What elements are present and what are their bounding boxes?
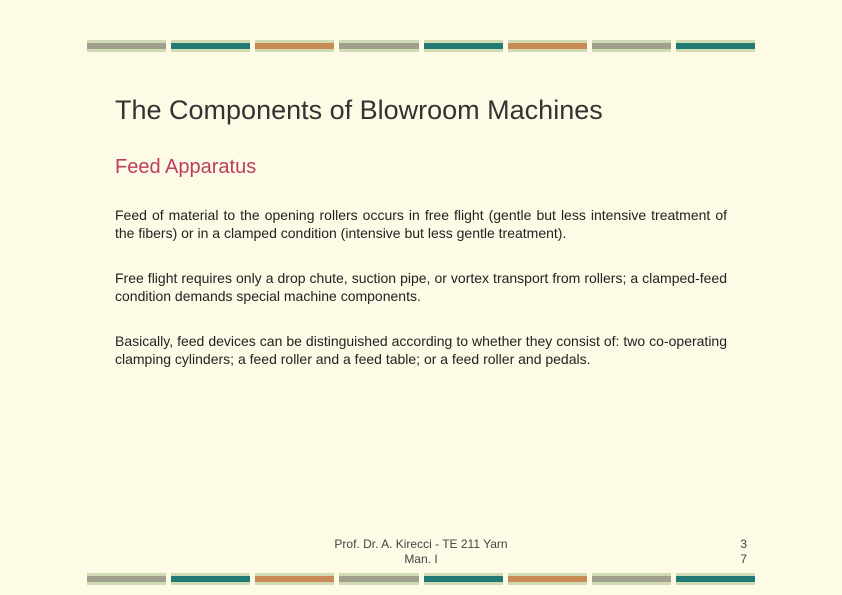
- slide-content: The Components of Blowroom Machines Feed…: [115, 95, 727, 525]
- stripe-segment: [255, 40, 334, 52]
- stripe-segment: [508, 573, 587, 585]
- footer-author-line1: Prof. Dr. A. Kirecci - TE 211 Yarn: [334, 537, 507, 551]
- stripe-segment: [339, 40, 418, 52]
- footer-author-line2: Man. I: [404, 552, 437, 566]
- bottom-border-stripe: [87, 573, 755, 585]
- stripe-segment: [424, 40, 503, 52]
- stripe-segment: [87, 573, 166, 585]
- body-paragraph-2: Free flight requires only a drop chute, …: [115, 270, 727, 305]
- stripe-segment: [171, 40, 250, 52]
- stripe-segment: [676, 573, 755, 585]
- slide-subtitle: Feed Apparatus: [115, 156, 727, 179]
- stripe-segment: [424, 573, 503, 585]
- footer-page-number: 3 7: [740, 537, 747, 567]
- footer-author: Prof. Dr. A. Kirecci - TE 211 Yarn Man. …: [0, 537, 842, 567]
- stripe-segment: [676, 40, 755, 52]
- footer-page-line1: 3: [740, 537, 747, 551]
- stripe-segment: [592, 40, 671, 52]
- stripe-segment: [87, 40, 166, 52]
- stripe-segment: [171, 573, 250, 585]
- body-paragraph-3: Basically, feed devices can be distingui…: [115, 333, 727, 368]
- stripe-segment: [592, 573, 671, 585]
- body-paragraph-1: Feed of material to the opening rollers …: [115, 207, 727, 242]
- stripe-segment: [508, 40, 587, 52]
- slide-title: The Components of Blowroom Machines: [115, 95, 727, 126]
- stripe-segment: [339, 573, 418, 585]
- top-border-stripe: [87, 40, 755, 52]
- slide: The Components of Blowroom Machines Feed…: [0, 0, 842, 595]
- stripe-segment: [255, 573, 334, 585]
- footer-page-line2: 7: [740, 552, 747, 566]
